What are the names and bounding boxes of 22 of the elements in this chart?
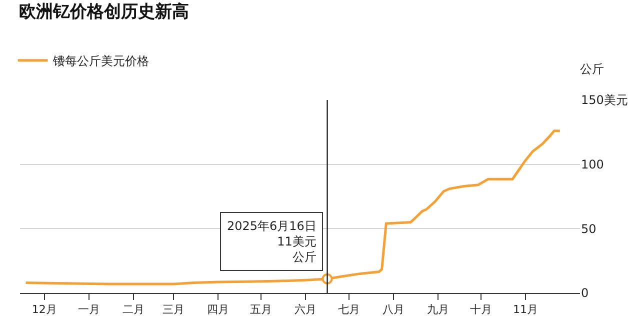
x-tick-label: 十月 — [470, 303, 492, 316]
line-series — [24, 130, 562, 286]
y-tick-label: 150美元 — [581, 93, 628, 108]
y-tick-label: 100 — [581, 158, 604, 172]
x-tick-label: 九月 — [426, 303, 449, 316]
x-tick-label: 六月 — [294, 303, 317, 316]
x-tick-label: 二月 — [122, 303, 144, 316]
y-tick-label: 50 — [581, 222, 596, 236]
x-tick-label: 11月 — [512, 303, 538, 316]
x-tick-label: 一月 — [78, 303, 100, 316]
x-tick-label: 12月 — [32, 303, 57, 316]
x-tick-label: 四月 — [207, 303, 230, 316]
y-axis-title: 公斤 — [580, 62, 604, 76]
x-tick-label: 三月 — [162, 303, 185, 316]
annotation: 2025年6月16日 11美元 — [227, 219, 316, 249]
legend-label: 镄每公斤美元价格 — [52, 54, 149, 68]
annotation: 公斤 — [292, 250, 316, 264]
x-tick-label: 五月 — [250, 303, 272, 316]
x-tick-label: 八月 — [382, 303, 404, 316]
y-tick-label: 0 — [581, 286, 589, 300]
chart-title: 欧洲钇价格创历史新高 — [19, 2, 190, 22]
x-tick-label: 七月 — [338, 303, 360, 316]
